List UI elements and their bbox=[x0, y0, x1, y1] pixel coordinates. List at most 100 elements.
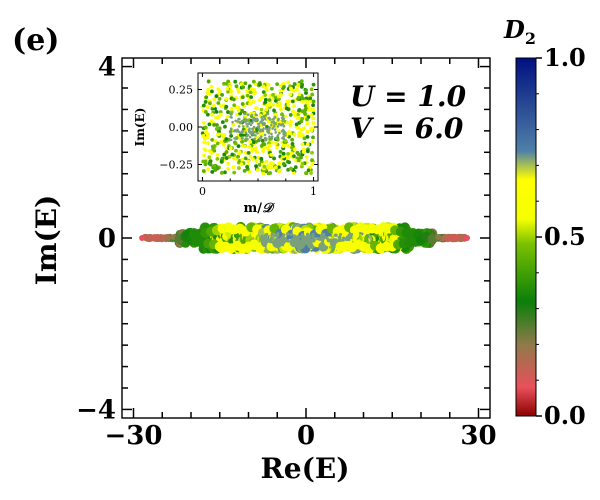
inset-data-point bbox=[293, 165, 298, 170]
inset-data-point bbox=[213, 138, 218, 143]
inset-data-point bbox=[224, 97, 229, 101]
inset-data-point bbox=[252, 140, 256, 145]
colorbar-gradient bbox=[515, 57, 537, 417]
inset-data-point bbox=[278, 88, 283, 93]
inset-data-point bbox=[311, 121, 316, 125]
inset-data-point bbox=[281, 154, 286, 159]
inset-data-point-core bbox=[237, 125, 241, 128]
inset-data-point bbox=[295, 116, 300, 121]
inset-data-point bbox=[307, 108, 312, 112]
colorbar-tick-label: 1.0 bbox=[544, 43, 586, 72]
inset-data-point bbox=[217, 97, 222, 101]
inset-data-point-core bbox=[238, 130, 241, 134]
main-data-point-core bbox=[326, 239, 331, 243]
inset-data-point bbox=[226, 161, 230, 166]
inset-data-point bbox=[299, 85, 304, 89]
inset-data-point bbox=[299, 119, 304, 124]
inset-data-point bbox=[261, 141, 266, 146]
inset-data-point bbox=[275, 82, 280, 87]
inset-data-point bbox=[237, 166, 241, 170]
inset-data-point bbox=[267, 143, 272, 148]
inset-data-point bbox=[309, 112, 314, 117]
inset-data-point bbox=[224, 137, 229, 141]
param-v: V = 6.0 bbox=[350, 112, 464, 145]
inset-data-point bbox=[234, 84, 239, 89]
inset-data-point bbox=[214, 94, 219, 99]
inset-data-point bbox=[305, 100, 310, 104]
inset-data-point-core bbox=[255, 118, 258, 122]
inset-data-point-core bbox=[251, 127, 255, 131]
inset-data-point bbox=[288, 92, 293, 97]
inset-data-point bbox=[261, 90, 266, 95]
inset-data-point bbox=[224, 118, 229, 123]
inset-data-point bbox=[289, 119, 293, 124]
main-data-point-core bbox=[347, 233, 351, 237]
main-data-point-core bbox=[285, 232, 290, 236]
inset-data-point bbox=[245, 93, 250, 98]
inset-data-point bbox=[273, 98, 278, 103]
inset-data-point-core bbox=[268, 116, 271, 120]
inset-data-point bbox=[261, 149, 266, 154]
inset-data-point bbox=[233, 141, 238, 146]
inset-data-point-core bbox=[241, 129, 245, 133]
inset-data-point-core bbox=[233, 128, 237, 132]
x-tick-label: −30 bbox=[105, 421, 163, 451]
inset-data-point-core bbox=[262, 127, 265, 130]
inset-data-point bbox=[254, 159, 259, 164]
inset-data-point-core bbox=[270, 135, 274, 139]
inset-data-point bbox=[311, 108, 316, 112]
inset-data-point-core bbox=[248, 135, 252, 139]
inset-data-point bbox=[275, 103, 280, 108]
inset-data-point bbox=[305, 129, 310, 134]
main-data-point-core bbox=[263, 234, 268, 238]
inset-data-point bbox=[202, 147, 207, 152]
inset-data-point bbox=[210, 106, 215, 111]
inset-data-point-core bbox=[264, 138, 268, 142]
inset-data-point bbox=[281, 161, 286, 166]
inset-data-point bbox=[264, 107, 269, 112]
inset-data-point bbox=[208, 101, 212, 106]
main-data-point bbox=[153, 234, 160, 241]
main-data-point-core bbox=[292, 234, 297, 238]
inset-data-point bbox=[232, 103, 237, 108]
inset-data-point bbox=[306, 168, 311, 173]
x-axis-label: Re(E) bbox=[261, 452, 350, 485]
inset-data-point bbox=[203, 162, 208, 167]
inset-data-point bbox=[207, 122, 212, 127]
inset-data-point bbox=[246, 150, 251, 155]
inset-data-point bbox=[289, 151, 294, 156]
inset-data-point bbox=[304, 171, 308, 176]
main-data-point-core bbox=[275, 237, 279, 241]
inset-data-point bbox=[229, 89, 234, 94]
main-data-point-core bbox=[280, 237, 284, 242]
inset-data-point bbox=[296, 158, 301, 163]
inset-data-point bbox=[202, 140, 207, 145]
inset-data-point-core bbox=[245, 119, 249, 123]
inset-data-point-core bbox=[259, 137, 262, 140]
inset-data-point bbox=[292, 132, 297, 137]
inset-data-point bbox=[277, 97, 281, 102]
inset-data-point bbox=[201, 120, 206, 125]
inset-data-point bbox=[311, 82, 316, 87]
inset-data-point bbox=[216, 87, 221, 92]
inset-data-point-core bbox=[272, 122, 276, 125]
inset-data-point bbox=[271, 93, 275, 97]
x-tick-label: 0 bbox=[297, 421, 315, 451]
inset-data-point bbox=[211, 147, 215, 152]
inset-data-point bbox=[208, 162, 213, 167]
inset-data-point bbox=[254, 106, 258, 111]
inset-data-point bbox=[226, 79, 231, 84]
inset-data-point bbox=[238, 133, 243, 137]
inset-ticks bbox=[198, 73, 318, 181]
inset-data-point bbox=[306, 104, 311, 109]
inset-data-point bbox=[235, 112, 239, 117]
inset-data-point bbox=[239, 162, 244, 167]
inset-data-point bbox=[273, 112, 278, 117]
inset-data-point bbox=[257, 163, 262, 167]
inset-data-point bbox=[214, 109, 219, 114]
inset-data-point-core bbox=[276, 134, 280, 137]
inset-data-point bbox=[243, 144, 247, 149]
inset-data-point bbox=[266, 171, 271, 176]
inset-data-point-core bbox=[238, 121, 242, 125]
inset-data-point bbox=[247, 144, 252, 149]
